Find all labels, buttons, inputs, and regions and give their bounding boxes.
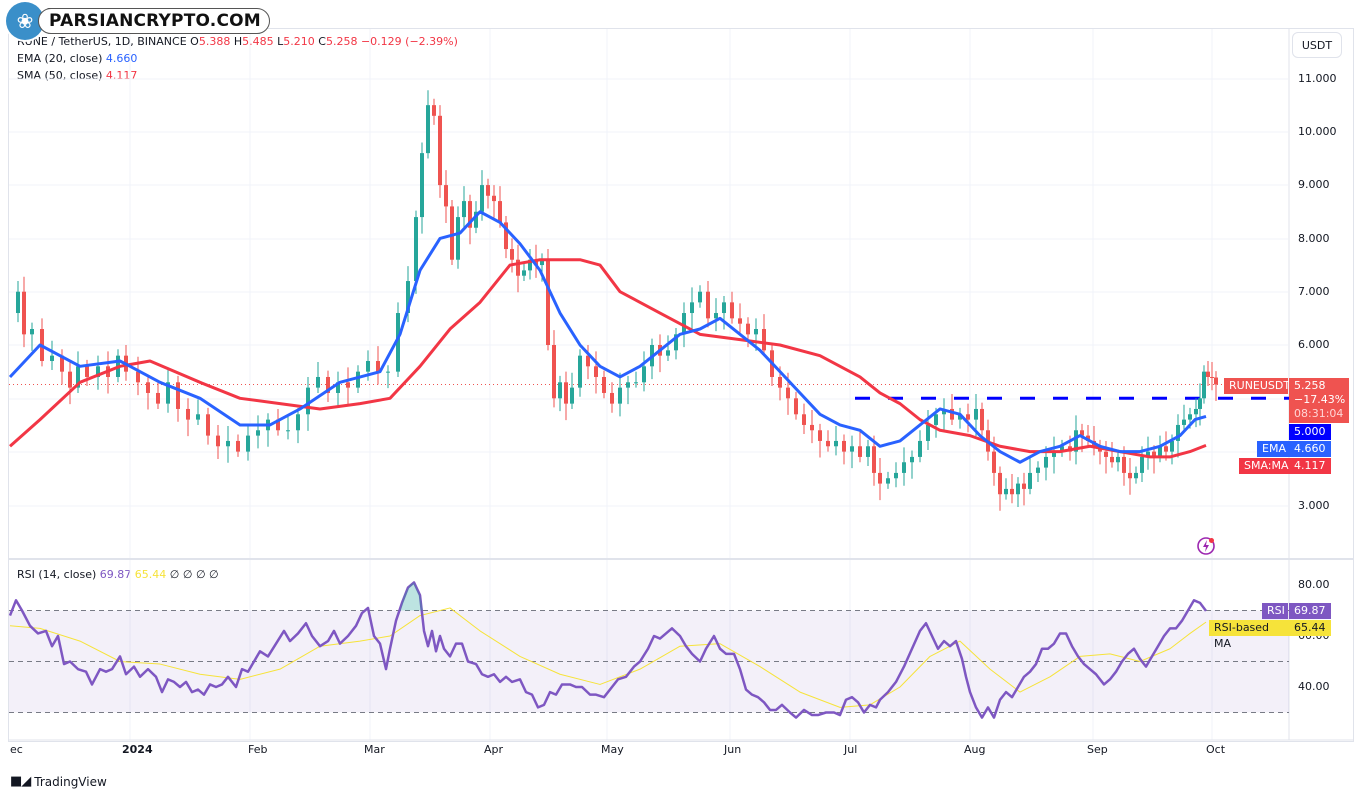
rsi-ma-axis-value: 65.44 xyxy=(1289,620,1331,636)
price-tick-6: 6.000 xyxy=(1298,338,1330,351)
symbol-line: RUNE / TetherUS, 1D, BINANCE xyxy=(17,35,187,48)
last-change: −17.43% xyxy=(1294,393,1346,406)
time-label-jul: Jul xyxy=(844,743,858,756)
tree-icon: ❀ xyxy=(6,2,44,40)
sma-axis-value: 4.117 xyxy=(1289,458,1331,474)
high-label: H xyxy=(233,35,243,48)
time-label-apr: Apr xyxy=(484,743,504,756)
rsi-axis-label: RSI xyxy=(1262,603,1288,619)
tradingview-logo[interactable]: ■◢ TradingView xyxy=(10,774,107,789)
currency-button[interactable]: USDT xyxy=(1292,32,1342,58)
rsi-ma-axis-label: RSI-based MA xyxy=(1209,620,1289,650)
time-label-jun: Jun xyxy=(724,743,742,756)
rsi-axis-value: 69.87 xyxy=(1289,603,1331,619)
close-label: C xyxy=(318,35,326,48)
low-label: L xyxy=(277,35,284,48)
ema-axis-value: 4.660 xyxy=(1289,441,1331,457)
price-tick-7: 7.000 xyxy=(1298,285,1330,298)
sma-axis-label: SMA:MA xyxy=(1239,458,1289,474)
watermark-logo: ❀ PARSIANCRYPTO.COM xyxy=(6,2,270,40)
change-value: −0.129 (−2.39%) xyxy=(360,35,458,48)
rsi-extra: ∅ ∅ ∅ ∅ xyxy=(169,568,219,581)
open-value: 5.388 xyxy=(198,35,231,48)
tradingview-mark-icon: ■◢ xyxy=(10,774,31,789)
time-label-may: May xyxy=(601,743,624,756)
watermark-text: PARSIANCRYPTO.COM xyxy=(38,8,270,34)
time-label-aug: Aug xyxy=(964,743,986,756)
open-label: O xyxy=(190,35,199,48)
ema-label: EMA (20, close) xyxy=(17,52,103,65)
time-label-sep: Sep xyxy=(1087,743,1108,756)
rsi-legend[interactable]: RSI (14, close) 69.87 65.44 ∅ ∅ ∅ ∅ xyxy=(17,567,219,583)
rsi-tick-80: 80.00 xyxy=(1298,578,1330,591)
price-tick-3: 3.000 xyxy=(1298,499,1330,512)
time-label-dec: ec xyxy=(10,743,23,756)
symbol-legend[interactable]: RUNE / TetherUS, 1D, BINANCE O5.388 H5.4… xyxy=(17,34,458,50)
lightning-alert-icon[interactable] xyxy=(1196,536,1216,556)
last-price-tag: 5.258 −17.43% 08:31:04 xyxy=(1289,378,1349,423)
price-tick-11: 11.000 xyxy=(1298,72,1337,85)
ema-axis-label: EMA xyxy=(1257,441,1289,457)
time-label-mar: Mar xyxy=(364,743,385,756)
rsi-ma-value: 65.44 xyxy=(134,568,167,581)
rsi-tick-40: 40.00 xyxy=(1298,680,1330,693)
price-tick-8: 8.000 xyxy=(1298,232,1330,245)
price-tick-9: 9.000 xyxy=(1298,178,1330,191)
time-label-2024: 2024 xyxy=(122,743,153,756)
chart-frame xyxy=(8,28,1354,742)
hline-price-tag: 5.000 xyxy=(1289,424,1331,440)
time-label-feb: Feb xyxy=(248,743,268,756)
price-tick-10: 10.000 xyxy=(1298,125,1337,138)
symbol-price-tag: RUNEUSDT xyxy=(1224,378,1290,394)
rsi-label: RSI (14, close) xyxy=(17,568,97,581)
time-label-oct: Oct xyxy=(1206,743,1226,756)
tradingview-brand: TradingView xyxy=(34,774,107,789)
rsi-value: 69.87 xyxy=(99,568,132,581)
low-value: 5.210 xyxy=(283,35,315,48)
bar-countdown: 08:31:04 xyxy=(1294,407,1344,420)
last-price: 5.258 xyxy=(1294,379,1326,392)
close-value: 5.258 xyxy=(325,35,358,48)
